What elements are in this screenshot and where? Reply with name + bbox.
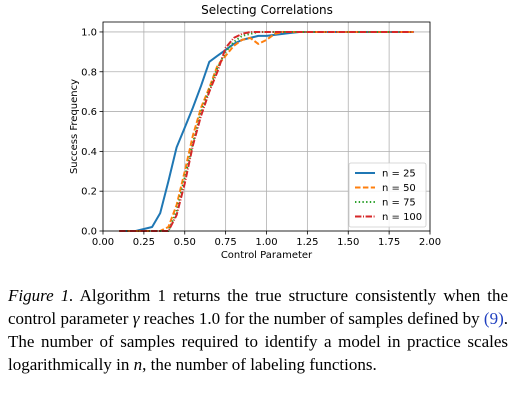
chart: Selecting Correlations 0.00 0.25 0.50 0.75 1… [69, 3, 441, 261]
legend: n = 25 n = 50 n = 75 n = 100 [348, 162, 427, 228]
x-tick-label: 0.50 [174, 237, 196, 248]
y-tick-label: 1.0 [81, 27, 97, 38]
legend-label: n = 25 [382, 169, 416, 180]
x-tick-label: 1.00 [255, 237, 277, 248]
legend-label: n = 75 [382, 198, 416, 209]
x-tick-label: 0.25 [133, 237, 155, 248]
y-tick-label: 0.4 [81, 147, 97, 158]
x-tick-label: 0.00 [92, 237, 114, 248]
y-tick-label: 0.6 [81, 107, 97, 118]
y-tick-label: 0.2 [81, 187, 97, 198]
caption-equation-ref[interactable]: (9) [483, 309, 504, 328]
y-tick-label: 0.0 [81, 227, 97, 238]
legend-label: n = 50 [382, 183, 416, 194]
y-tick-label: 0.8 [81, 67, 97, 78]
x-tick-label: 2.00 [419, 237, 441, 248]
caption-text-3: . The number of samples required to iden… [8, 309, 508, 374]
chart-title: Selecting Correlations [201, 3, 333, 17]
legend-box [348, 162, 427, 228]
series-line-2 [119, 31, 414, 232]
caption-text-4: , the number of labeling functions. [142, 355, 377, 374]
caption-label: Figure 1. [8, 286, 74, 305]
x-tick-label: 0.75 [214, 237, 236, 248]
series-line-3 [119, 31, 414, 232]
y-axis-label: Success Frequency [69, 79, 80, 174]
series-line-4 [119, 31, 414, 232]
caption-gamma: γ [132, 309, 140, 328]
series-layer [119, 31, 414, 232]
caption-text-2: reaches 1.0 for the number of samples de… [139, 309, 484, 328]
legend-label: n = 100 [382, 212, 422, 223]
ticks: 0.00 0.25 0.50 0.75 1.00 1.25 1.50 1.75 2.00 0.0 0… [81, 27, 441, 248]
x-axis-label: Control Parameter [221, 250, 313, 261]
x-tick-label: 1.50 [337, 237, 359, 248]
x-tick-label: 1.75 [378, 237, 400, 248]
caption-n: n [133, 355, 143, 374]
grid [102, 22, 431, 232]
x-tick-label: 1.25 [296, 237, 318, 248]
figure-caption: Figure 1. Algorithm 1 returns the true s… [8, 284, 508, 376]
caption-text-1: Algorithm 1 returns the true structure c… [8, 286, 509, 328]
